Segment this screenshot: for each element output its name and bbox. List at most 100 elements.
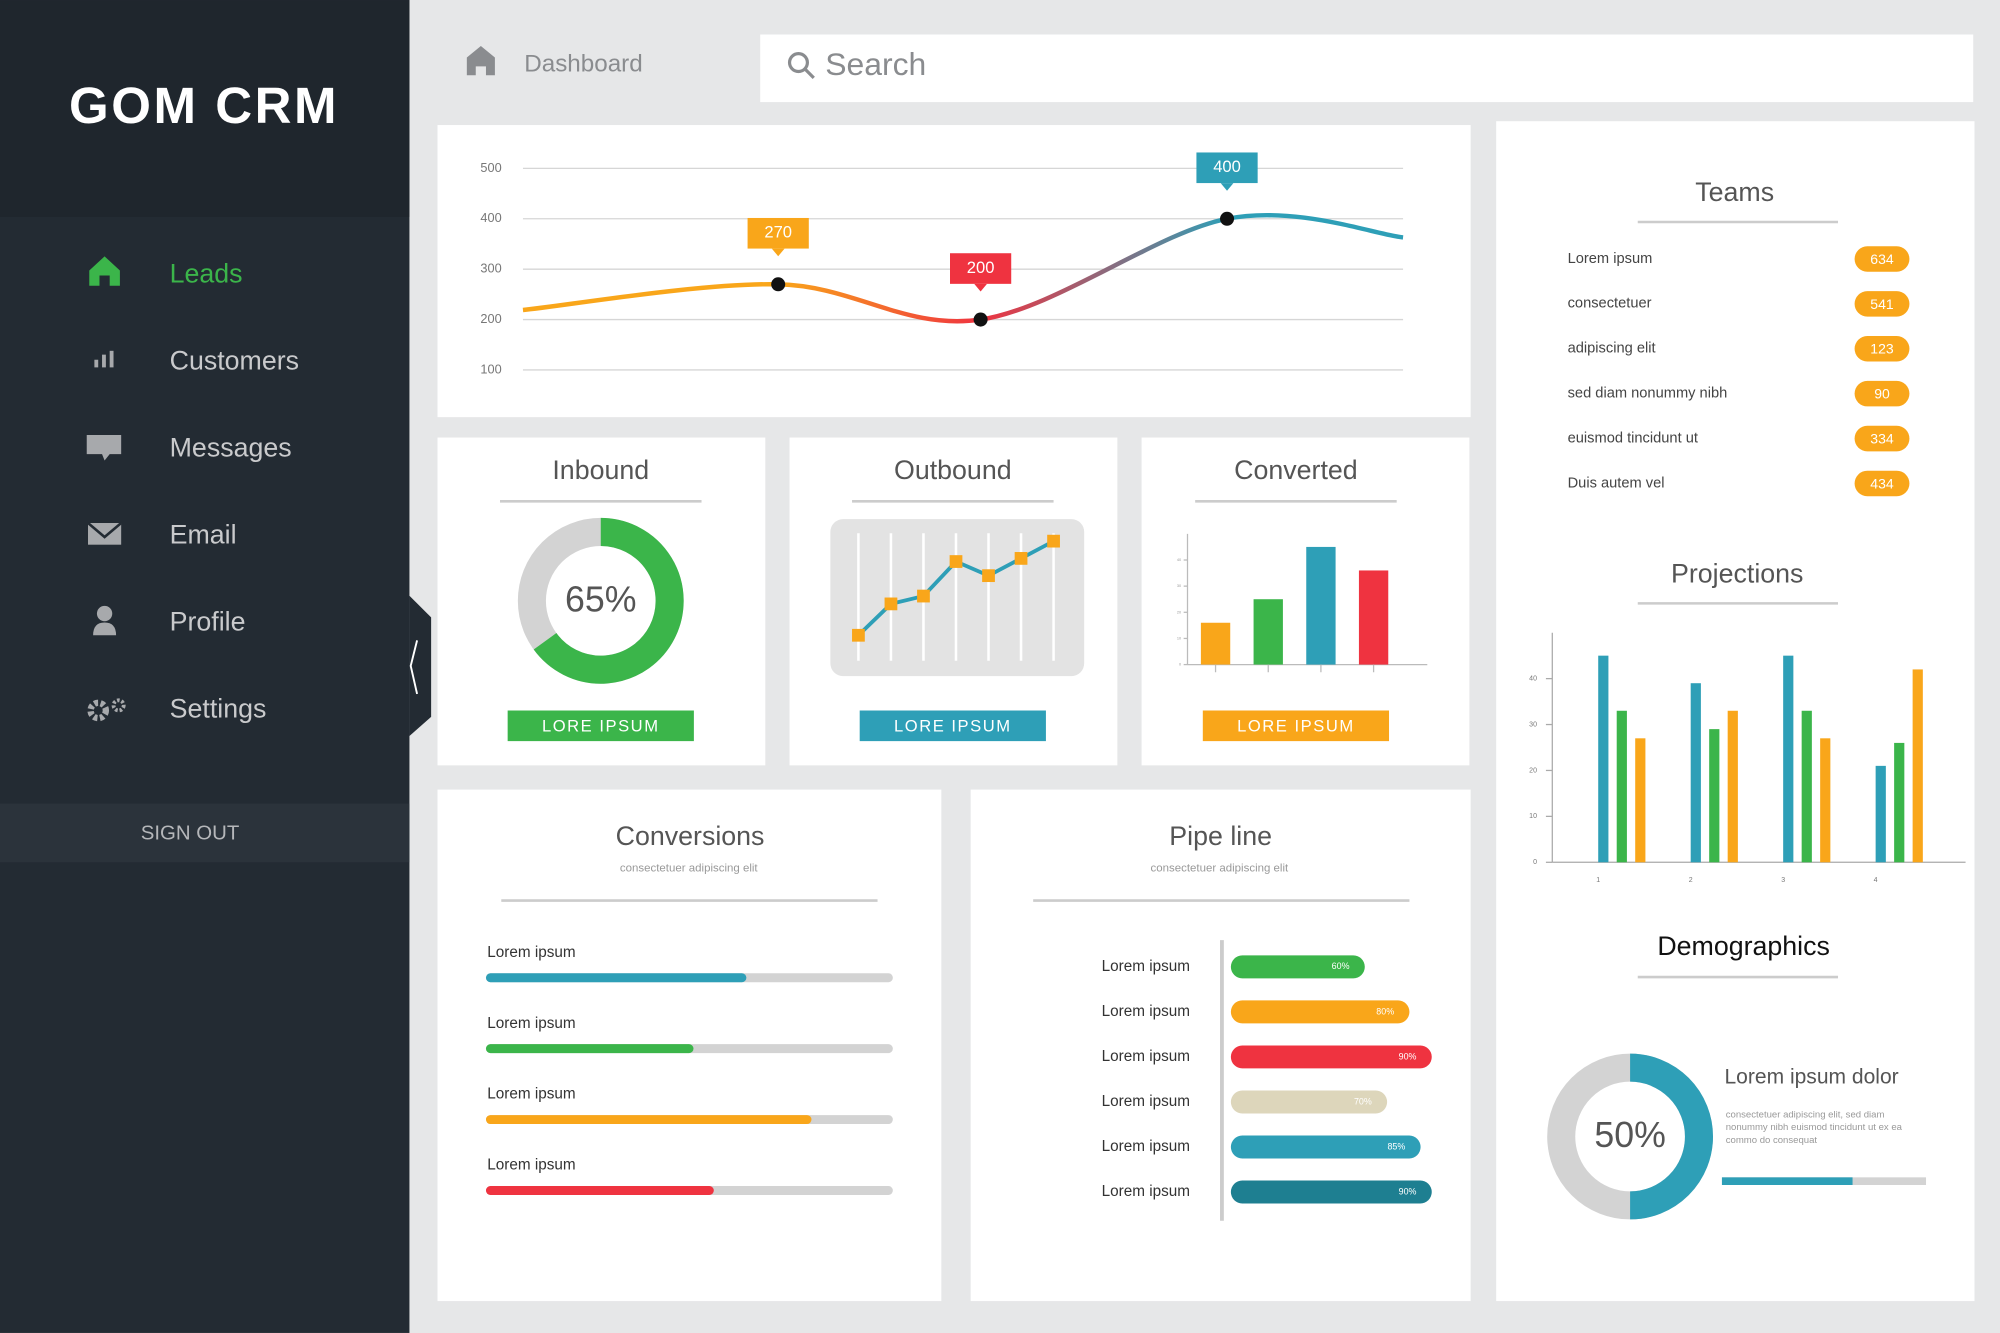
outbound-point	[884, 597, 898, 611]
search-placeholder: Search	[825, 46, 926, 82]
bar	[1598, 655, 1609, 863]
pipeline-label: Lorem ipsum	[1102, 958, 1190, 975]
menu-item[interactable]: Email	[170, 520, 237, 550]
y-tick-label: 0	[1179, 663, 1181, 667]
y-tick-label: 100	[480, 361, 501, 376]
search-icon	[787, 52, 815, 79]
team-pill	[1854, 380, 1910, 407]
panel-title: Demographics	[1657, 931, 1830, 961]
bar	[1358, 570, 1389, 665]
bar	[1200, 622, 1231, 665]
menu-item[interactable]: Profile	[170, 607, 246, 637]
bar	[1616, 710, 1627, 863]
donut-arc	[1629, 1053, 1713, 1220]
card-button-label: LORE IPSUM	[1237, 716, 1355, 735]
team-pill	[1854, 291, 1910, 317]
card-button[interactable]	[859, 710, 1046, 742]
team-value: 434	[1870, 475, 1894, 491]
progress-label: Lorem ipsum	[487, 1015, 575, 1032]
menu-item[interactable]: Customers	[170, 346, 299, 376]
team-name: Duis autem vel	[1568, 475, 1665, 491]
team-value: 90	[1874, 386, 1890, 402]
menu-item[interactable]: Messages	[170, 433, 292, 463]
outbound-point	[982, 569, 995, 583]
annotation-box	[747, 217, 809, 249]
team-value: 334	[1870, 431, 1894, 447]
pipeline-label: Lorem ipsum	[1102, 1003, 1190, 1020]
pipeline-label: Lorem ipsum	[1102, 1048, 1190, 1065]
pipeline-value: 60%	[1332, 961, 1350, 971]
progress-bar	[485, 1044, 694, 1054]
x-tick-label: 2	[1689, 877, 1693, 884]
card-button-label: LORE IPSUM	[894, 716, 1012, 735]
outbound-point	[852, 628, 865, 642]
y-tick-label: 10	[1529, 813, 1537, 820]
team-name: Lorem ipsum	[1568, 251, 1653, 267]
pipeline-label: Lorem ipsum	[1102, 1138, 1190, 1155]
collapse-tab[interactable]	[409, 595, 432, 737]
y-tick-label: 20	[1177, 610, 1181, 614]
collapse-arrow	[409, 640, 419, 695]
card-button-label: LORE IPSUM	[542, 716, 660, 735]
x-tick-label: 1	[1596, 877, 1600, 884]
sign-out-bar	[0, 803, 410, 863]
sign-out[interactable]: SIGN OUT	[141, 823, 240, 845]
bar	[1820, 738, 1831, 863]
pipeline-bar	[1230, 1135, 1421, 1159]
panel-title: Projections	[1671, 558, 1803, 588]
card-title: Converted	[1234, 455, 1358, 485]
bar	[1690, 683, 1701, 863]
team-name: sed diam nonummy nibh	[1568, 386, 1728, 402]
x-tick-label: 3	[1781, 877, 1785, 884]
y-tick-label: 400	[480, 210, 501, 225]
progress-label: Lorem ipsum	[487, 1157, 575, 1174]
menu-item[interactable]: Leads	[170, 259, 243, 289]
breadcrumb: Dashboard	[524, 51, 642, 78]
progress-bar	[485, 1186, 714, 1195]
outbound-point	[949, 555, 963, 568]
y-tick-label: 300	[480, 261, 501, 276]
search-box[interactable]	[760, 34, 1974, 103]
demographics-text: nonummy nibh euismod tincidunt ut ex ea	[1726, 1122, 1903, 1133]
bar	[1709, 729, 1720, 863]
panel-title: Teams	[1695, 177, 1774, 207]
donut-label: 50%	[1594, 1115, 1665, 1155]
menu-item[interactable]: Settings	[170, 694, 267, 724]
profile-icon	[93, 605, 117, 636]
pipeline-value: 80%	[1376, 1006, 1394, 1016]
card-title: Pipe line	[1169, 821, 1272, 851]
x-tick-label: 4	[1874, 877, 1878, 884]
progress-label: Lorem ipsum	[487, 944, 575, 961]
bar	[1912, 669, 1923, 863]
card-subtitle: consectetuer adipiscing elit	[1151, 863, 1290, 875]
team-pill	[1854, 246, 1910, 272]
card-button[interactable]	[1202, 710, 1390, 742]
bar	[1727, 710, 1738, 863]
bar	[1306, 546, 1336, 665]
pipeline-bar	[1230, 1045, 1432, 1069]
trend-point	[973, 312, 988, 327]
y-tick-label: 500	[480, 160, 501, 175]
y-tick-label: 200	[480, 311, 501, 326]
breadcrumb-icon	[466, 45, 495, 76]
settings-icon	[87, 698, 126, 722]
y-tick-label: 40	[1529, 675, 1537, 682]
pipeline-bar	[1230, 955, 1365, 979]
annotation-pointer	[1220, 183, 1234, 191]
pipeline-value: 90%	[1399, 1186, 1417, 1196]
outbound-point	[1047, 534, 1060, 548]
bar	[1783, 655, 1794, 863]
annotation-box	[950, 253, 1012, 284]
progress-bar	[485, 973, 747, 983]
menu-icons	[86, 256, 126, 722]
brand-area	[0, 0, 410, 217]
card-title: Inbound	[552, 455, 649, 485]
bar	[1635, 738, 1646, 863]
pipeline-value: 85%	[1387, 1141, 1405, 1151]
bar	[1253, 599, 1283, 665]
card-button[interactable]	[507, 710, 694, 742]
pipeline-bar	[1230, 1000, 1410, 1024]
